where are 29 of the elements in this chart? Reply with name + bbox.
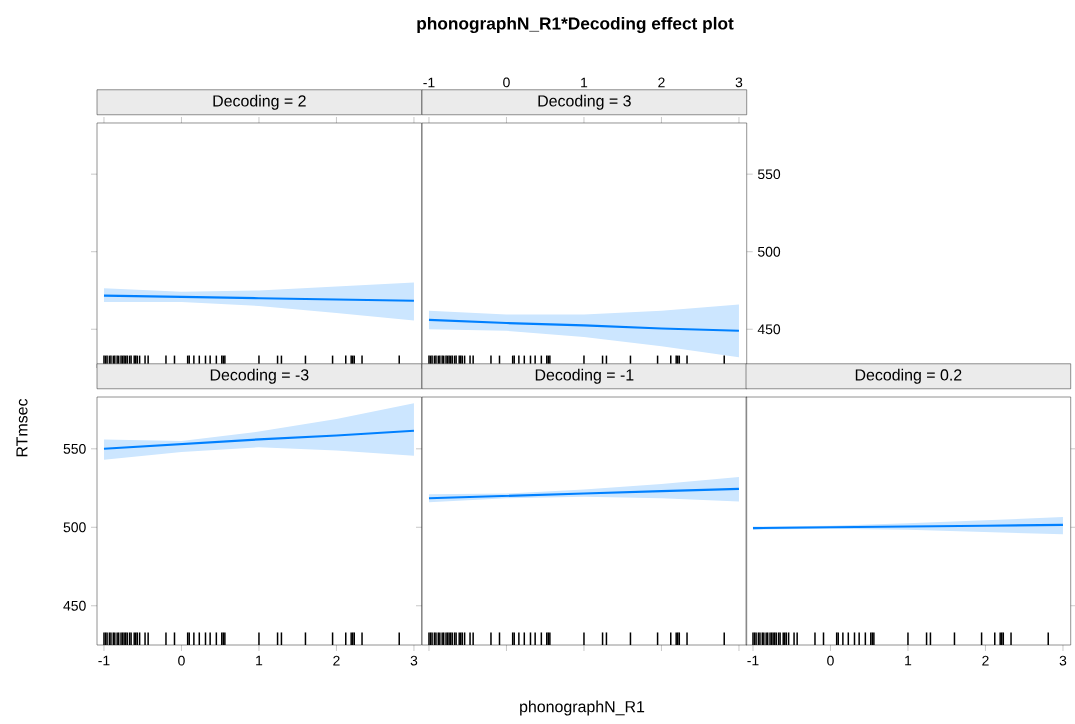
x-tick-label: 2: [982, 655, 989, 666]
x-tick-label: 0: [178, 655, 185, 666]
x-tick-label: 1: [256, 655, 263, 666]
chart-title: Decoding = 0.2: [855, 368, 962, 384]
y-tick-label: 550: [757, 169, 781, 180]
x-tick-label: -1: [747, 655, 759, 666]
x-tick-label: 3: [1059, 655, 1067, 666]
y-tick-label: 500: [63, 522, 86, 533]
x-tick-label: 0: [503, 77, 510, 88]
y-tick-label: 550: [63, 443, 86, 454]
x-tick-label: 2: [658, 77, 665, 88]
y-axis-title: RTmsec: [16, 398, 28, 457]
x-tick-label: -1: [98, 655, 110, 666]
y-tick-label: 500: [757, 246, 781, 257]
x-tick-label: 3: [735, 77, 743, 88]
x-tick-label: 1: [581, 77, 588, 88]
chart-title: Decoding = -3: [210, 368, 309, 384]
chart-title: Decoding = 2: [213, 94, 306, 110]
chart-title: Decoding = 3: [538, 94, 631, 110]
x-tick-label: 0: [827, 655, 834, 666]
text: phonographN_R1*Decoding effect plot: [417, 16, 734, 34]
chart-title: Decoding = -1: [535, 368, 634, 384]
y-tick-label: 450: [757, 324, 781, 335]
x-tick-label: 1: [905, 655, 912, 666]
x-tick-label: 2: [333, 655, 340, 666]
x-tick-label: -1: [423, 77, 435, 88]
x-axis-title: phonographN_R1: [520, 700, 645, 716]
x-tick-label: 3: [410, 655, 418, 666]
y-tick-label: 450: [63, 600, 86, 611]
